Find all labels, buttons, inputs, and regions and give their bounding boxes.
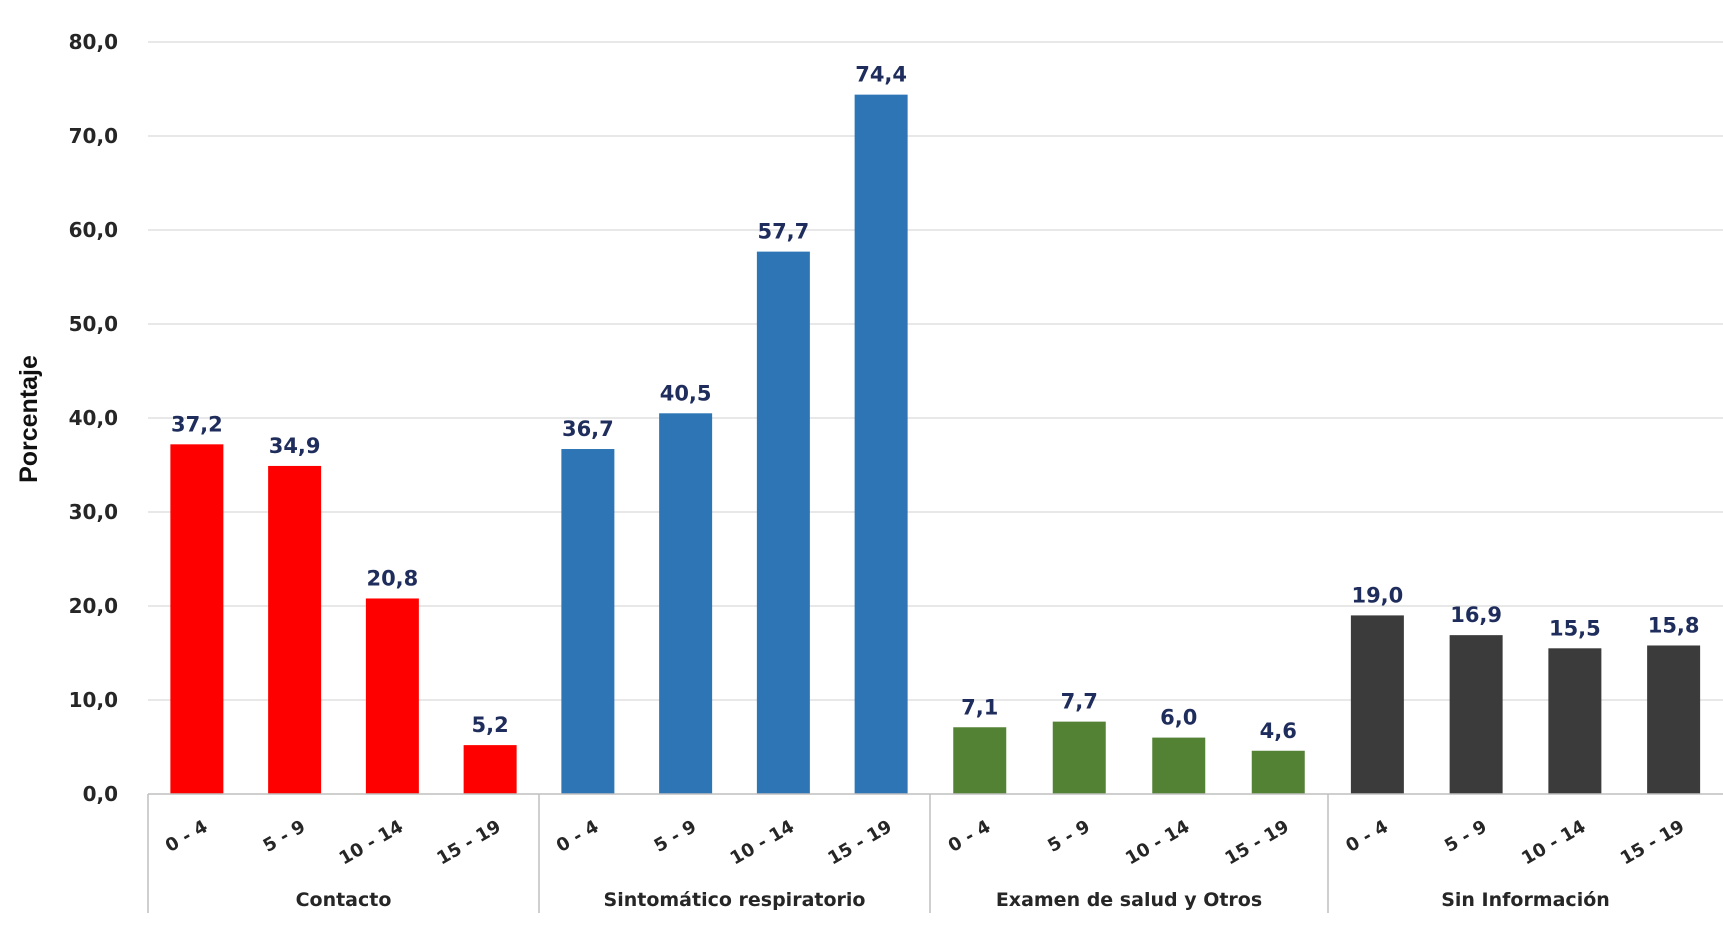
x-tick-label: 15 - 19	[824, 816, 895, 869]
y-tick-label: 80,0	[69, 30, 118, 54]
y-tick-label: 10,0	[69, 688, 118, 712]
group-label: Sin Información	[1441, 889, 1610, 911]
data-label: 57,7	[757, 220, 809, 244]
x-tick-label: 10 - 14	[1122, 816, 1193, 869]
x-tick-label: 10 - 14	[1518, 816, 1589, 869]
y-tick-label: 60,0	[69, 218, 118, 242]
bar	[1252, 751, 1305, 794]
y-tick-label: 30,0	[69, 500, 118, 524]
data-label: 16,9	[1450, 603, 1502, 627]
bar	[855, 95, 908, 794]
data-label: 7,7	[1061, 690, 1098, 714]
group-label: Contacto	[296, 889, 392, 911]
x-tick-label: 5 - 9	[651, 816, 701, 857]
x-tick-label: 10 - 14	[336, 816, 407, 869]
data-label: 40,5	[660, 381, 712, 405]
data-label: 7,1	[961, 695, 998, 719]
bar	[659, 413, 712, 794]
bar	[561, 449, 614, 794]
data-label: 20,8	[366, 566, 418, 590]
bar	[1053, 722, 1106, 794]
bar	[170, 444, 223, 794]
x-tick-label: 5 - 9	[1044, 816, 1094, 857]
data-label: 36,7	[562, 417, 614, 441]
bar	[1351, 615, 1404, 794]
bar	[1548, 648, 1601, 794]
y-tick-label: 0,0	[83, 782, 118, 806]
data-label: 15,8	[1648, 613, 1700, 637]
data-label: 15,5	[1549, 616, 1601, 640]
x-axis: 0 - 4 5 - 9 10 - 14 15 - 19 Contacto 0 - 4 5 -…	[148, 794, 1723, 913]
x-tick-label: 0 - 4	[553, 816, 603, 857]
x-tick-label: 0 - 4	[1342, 816, 1392, 857]
x-tick-label: 0 - 4	[945, 816, 995, 857]
y-tick-label: 50,0	[69, 312, 118, 336]
x-tick-label: 0 - 4	[162, 816, 212, 857]
data-label: 37,2	[171, 412, 223, 436]
bars	[170, 95, 1700, 794]
data-label: 19,0	[1351, 583, 1403, 607]
y-axis-ticks: 0,0 10,0 20,0 30,0 40,0 50,0 60,0 70,0 80,0	[69, 30, 118, 806]
bar	[1647, 645, 1700, 794]
group-label: Sintomático respiratorio	[604, 889, 866, 911]
x-tick-label: 5 - 9	[1441, 816, 1491, 857]
x-tick-label: 10 - 14	[727, 816, 798, 869]
bar	[1152, 738, 1205, 794]
bar	[953, 727, 1006, 794]
data-label: 6,0	[1160, 706, 1197, 730]
y-axis-title: Porcentaje	[15, 355, 43, 483]
bar	[757, 252, 810, 794]
x-tick-label: 15 - 19	[1617, 816, 1688, 869]
x-tick-label: 5 - 9	[260, 816, 310, 857]
bar	[268, 466, 321, 794]
data-label: 4,6	[1260, 719, 1297, 743]
data-label: 34,9	[269, 434, 321, 458]
bar	[366, 598, 419, 794]
data-label: 74,4	[855, 63, 907, 87]
bar	[1450, 635, 1503, 794]
y-tick-label: 20,0	[69, 594, 118, 618]
y-tick-label: 70,0	[69, 124, 118, 148]
group-label: Examen de salud y Otros	[996, 889, 1262, 911]
data-label: 5,2	[472, 713, 509, 737]
x-tick-label: 15 - 19	[1222, 816, 1293, 869]
bar	[464, 745, 517, 794]
x-tick-label: 15 - 19	[433, 816, 504, 869]
y-tick-label: 40,0	[69, 406, 118, 430]
